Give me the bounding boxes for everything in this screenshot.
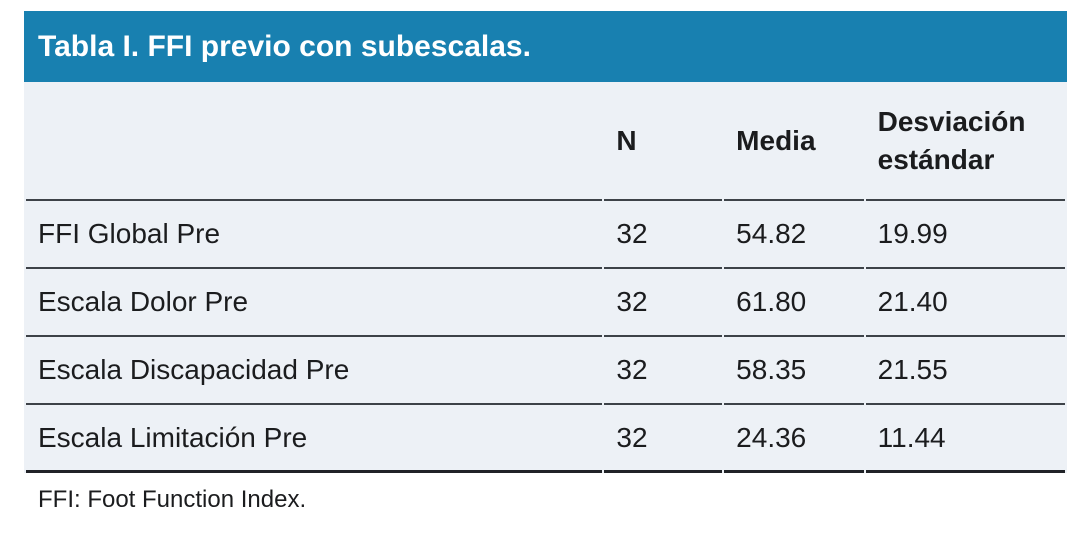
table-header: N Media Desviación estándar xyxy=(26,82,1065,201)
column-header-n: N xyxy=(604,82,723,201)
table-footnote: FFI: Foot Function Index. xyxy=(24,473,1067,514)
column-header-desviacion-estandar: Desviación estándar xyxy=(865,82,1065,201)
table-row: Escala Discapacidad Pre 32 58.35 21.55 xyxy=(26,337,1065,405)
row-label: Escala Dolor Pre xyxy=(26,269,603,337)
table-row: Escala Limitación Pre 32 24.36 11.44 xyxy=(26,405,1065,473)
table-row: FFI Global Pre 32 54.82 19.99 xyxy=(26,201,1065,269)
table-body: FFI Global Pre 32 54.82 19.99 Escala Dol… xyxy=(26,201,1065,473)
row-label: Escala Discapacidad Pre xyxy=(26,337,603,405)
table-figure: Tabla I. FFI previo con subescalas. N Me… xyxy=(24,11,1067,514)
table-row: Escala Dolor Pre 32 61.80 21.40 xyxy=(26,269,1065,337)
column-header-empty xyxy=(26,82,603,201)
column-header-media: Media xyxy=(724,82,864,201)
cell-n: 32 xyxy=(604,337,723,405)
row-label: FFI Global Pre xyxy=(26,201,603,269)
cell-sd: 21.40 xyxy=(865,269,1065,337)
cell-media: 54.82 xyxy=(724,201,864,269)
cell-media: 24.36 xyxy=(724,405,864,473)
table-title: Tabla I. FFI previo con subescalas. xyxy=(38,29,531,63)
cell-media: 61.80 xyxy=(724,269,864,337)
header-row: N Media Desviación estándar xyxy=(26,82,1065,201)
cell-n: 32 xyxy=(604,405,723,473)
cell-media: 58.35 xyxy=(724,337,864,405)
table-body-area: N Media Desviación estándar FFI Global P… xyxy=(24,82,1067,473)
cell-n: 32 xyxy=(604,201,723,269)
table-title-bar: Tabla I. FFI previo con subescalas. xyxy=(24,11,1067,82)
cell-sd: 21.55 xyxy=(865,337,1065,405)
row-label: Escala Limitación Pre xyxy=(26,405,603,473)
data-table: N Media Desviación estándar FFI Global P… xyxy=(24,82,1067,473)
cell-sd: 19.99 xyxy=(865,201,1065,269)
cell-sd: 11.44 xyxy=(865,405,1065,473)
cell-n: 32 xyxy=(604,269,723,337)
